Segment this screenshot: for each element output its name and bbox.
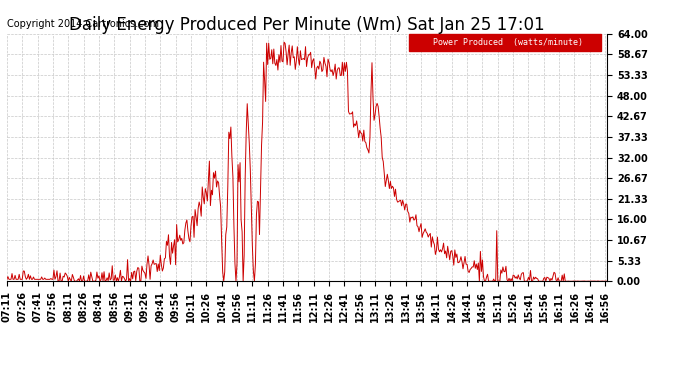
- Text: Copyright 2014 Cartronics.com: Copyright 2014 Cartronics.com: [7, 19, 159, 29]
- Title: Daily Energy Produced Per Minute (Wm) Sat Jan 25 17:01: Daily Energy Produced Per Minute (Wm) Sa…: [69, 16, 545, 34]
- FancyBboxPatch shape: [409, 34, 601, 51]
- Text: Power Produced  (watts/minute): Power Produced (watts/minute): [433, 38, 583, 47]
